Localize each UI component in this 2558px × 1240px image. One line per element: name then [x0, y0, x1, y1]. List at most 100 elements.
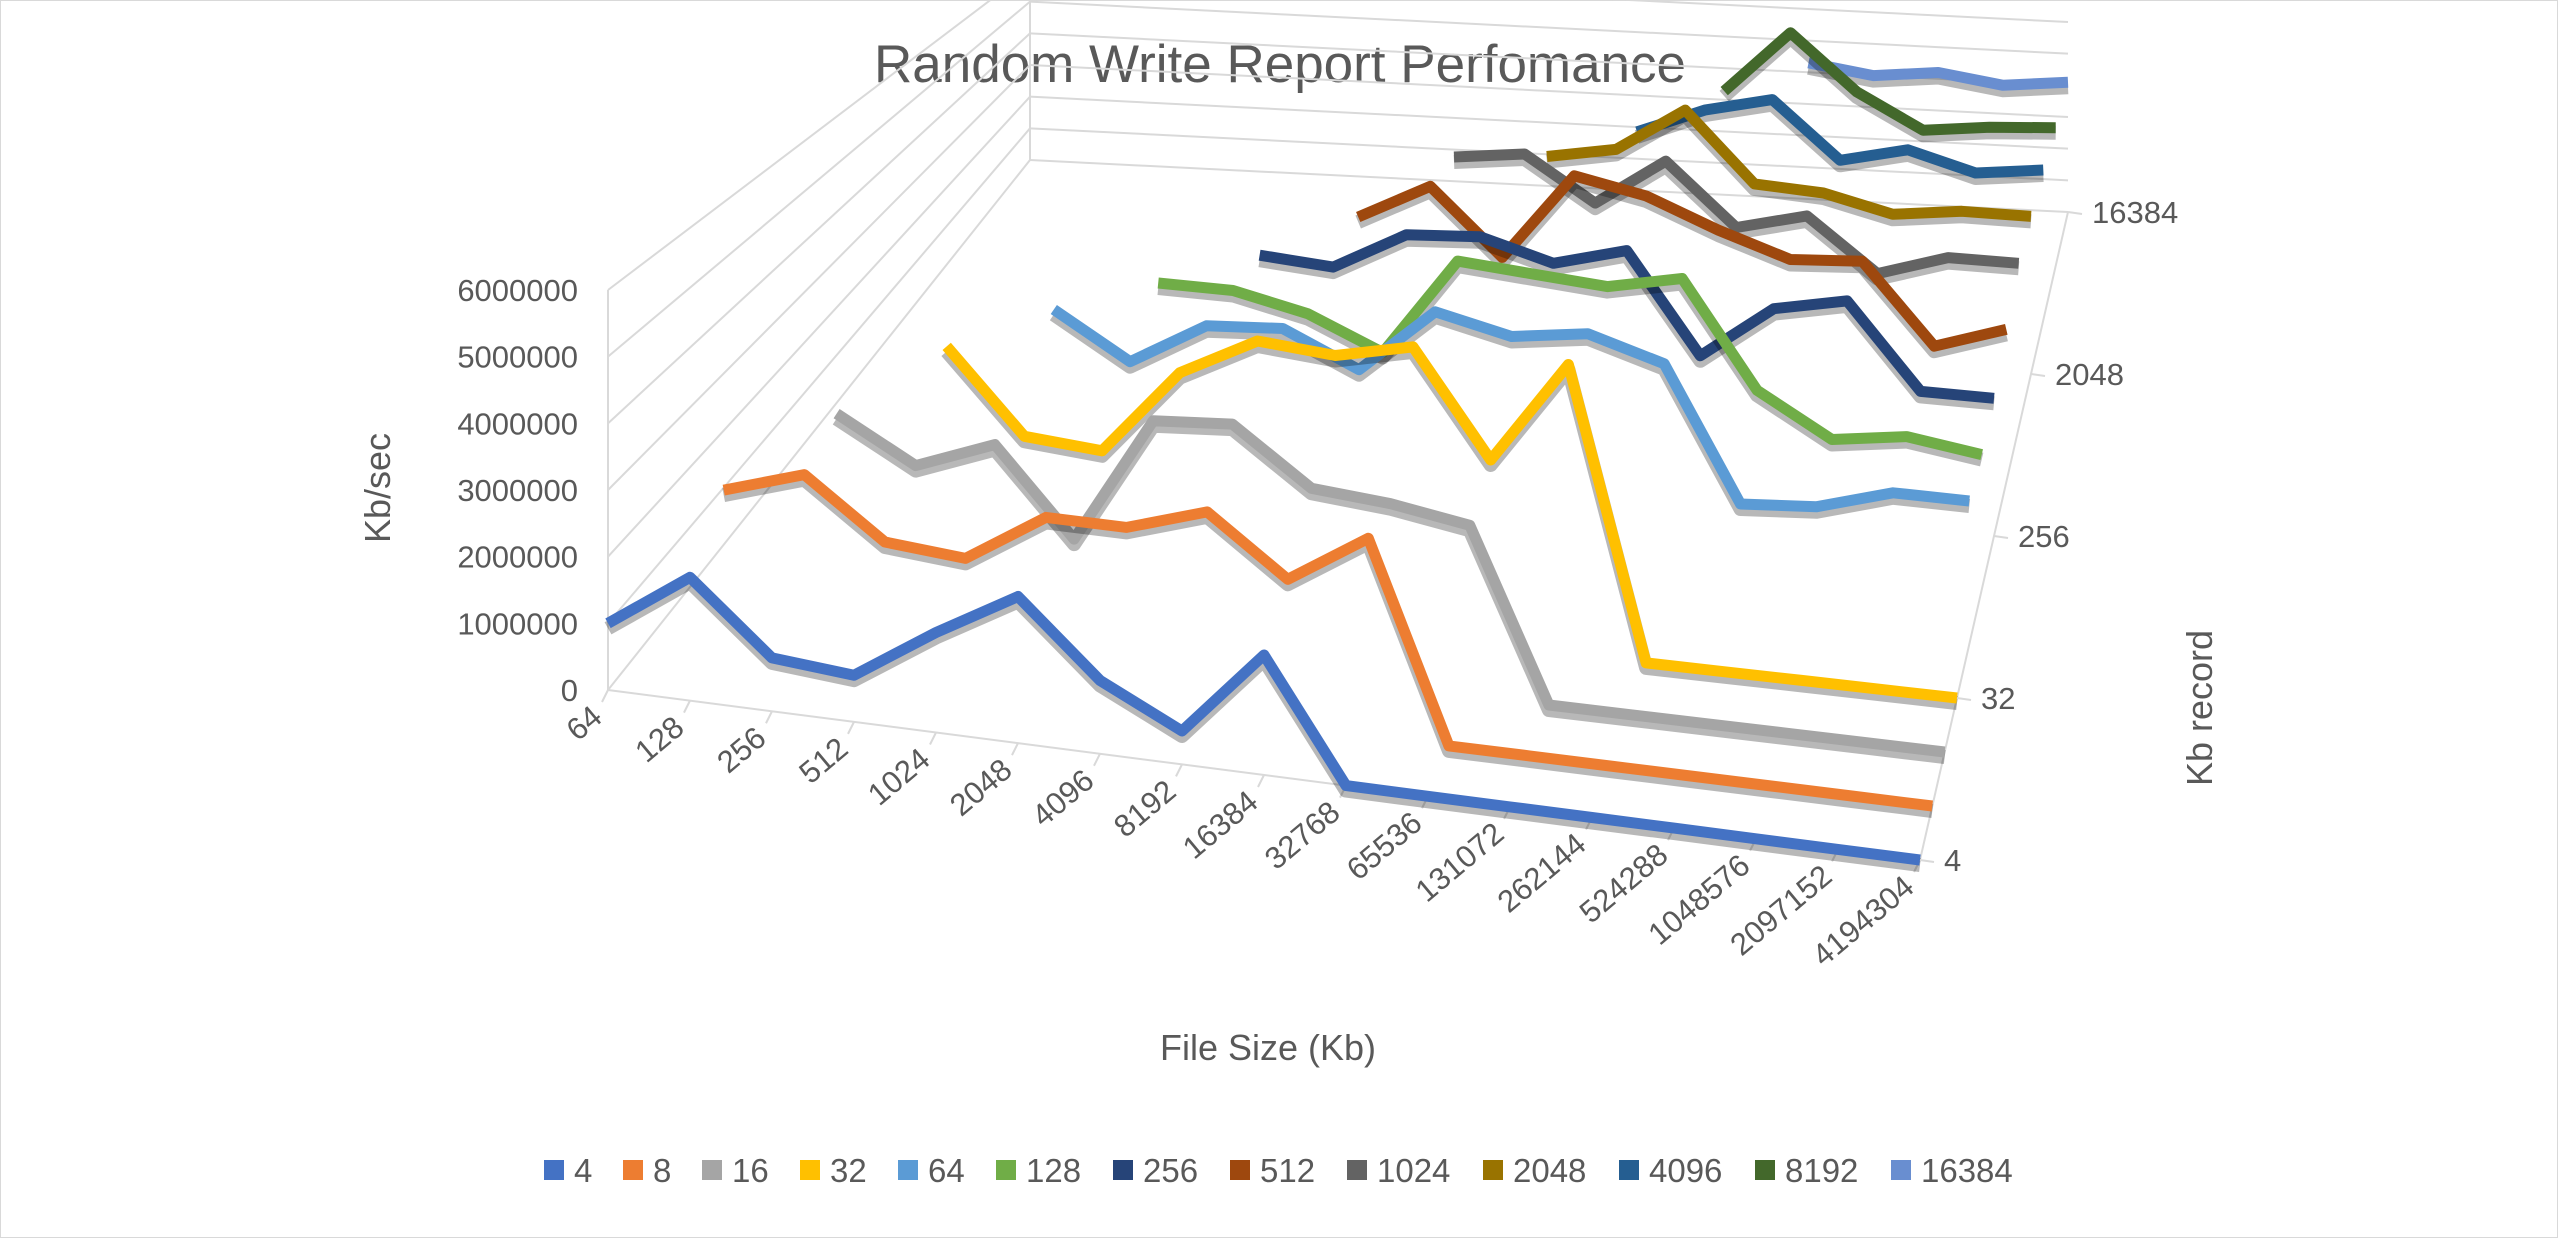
legend-label: 4 [574, 1152, 592, 1189]
series-4096 [1634, 94, 2044, 185]
legend-label: 1024 [1377, 1152, 1450, 1189]
series-line [1157, 255, 1983, 460]
legend-label: 2048 [1513, 1152, 1586, 1189]
x-tick-label: 16384 [1176, 784, 1265, 866]
series-line [722, 469, 1933, 812]
gridline-back [1029, 159, 2069, 213]
x-tick-mark [1175, 763, 1183, 777]
legend-item-512: 512 [1230, 1152, 1315, 1189]
z-tick-mark [1956, 697, 1972, 701]
series-64 [1049, 304, 1971, 519]
legend-item-64: 64 [898, 1152, 965, 1189]
gridline-back [1029, 0, 2069, 55]
legend-swatch [1347, 1160, 1367, 1180]
z-tick-label: 4 [1944, 843, 1961, 878]
x-tick-mark [1093, 753, 1101, 767]
legend-item-2048: 2048 [1483, 1152, 1586, 1189]
y-axis-ticks: 0 1000000 2000000 3000000 4000000 5000000 6000… [457, 273, 578, 708]
series-line [1635, 94, 2044, 179]
series-4 [604, 571, 1921, 872]
z-tick-label: 32 [1981, 681, 2015, 716]
y-tick-label: 5000000 [457, 340, 578, 375]
x-tick-label: 65536 [1340, 805, 1429, 887]
legend-swatch [1619, 1160, 1639, 1180]
x-axis-title: File Size (Kb) [1160, 1027, 1376, 1068]
z-tick-mark [1919, 859, 1935, 863]
legend-swatch [1755, 1160, 1775, 1180]
z-axis-ticks: 4 32 256 2048 16384 [1919, 195, 2178, 878]
legend-swatch [544, 1160, 564, 1180]
series-line [833, 409, 1946, 758]
x-tick-label: 4096 [1025, 762, 1100, 833]
y-tick-label: 6000000 [457, 273, 578, 308]
series-line [942, 335, 1958, 704]
legend-item-8192: 8192 [1755, 1152, 1858, 1189]
y-axis-title: Kb/sec [357, 433, 398, 543]
series-8 [722, 469, 1934, 818]
gridline-side [607, 159, 1031, 691]
series-32 [941, 335, 1958, 710]
legend-item-8: 8 [623, 1152, 671, 1189]
series-line [1258, 229, 1995, 404]
legend-item-128: 128 [996, 1152, 1081, 1189]
legend: 4 8 16 32 64 128 256 512 1024 2048 4096 8192 16384 [544, 1152, 2013, 1189]
series-8192 [1719, 27, 2056, 143]
series-16384 [1807, 57, 2069, 98]
legend-item-4096: 4096 [1619, 1152, 1722, 1189]
series-line [1356, 170, 2008, 352]
series-line-shadow [1049, 308, 1971, 519]
series-line [605, 571, 1921, 866]
y-tick-label: 2000000 [457, 540, 578, 575]
y-tick-label: 3000000 [457, 473, 578, 508]
series-16 [832, 409, 1946, 764]
legend-swatch [1891, 1160, 1911, 1180]
x-tick-mark [765, 710, 773, 724]
legend-swatch [996, 1160, 1016, 1180]
x-tick-mark [1257, 774, 1265, 788]
series-layer [604, 27, 2069, 872]
z-tick-mark [2067, 211, 2083, 215]
legend-swatch [1113, 1160, 1133, 1180]
gridline-side [607, 127, 1031, 624]
legend-swatch [702, 1160, 722, 1180]
legend-item-4: 4 [544, 1152, 592, 1189]
z-axis-title: Kb record [2179, 630, 2220, 786]
legend-label: 16384 [1921, 1152, 2013, 1189]
y-tick-label: 1000000 [457, 606, 578, 641]
x-tick-label: 128 [628, 709, 690, 769]
legend-item-16: 16 [702, 1152, 769, 1189]
legend-item-16384: 16384 [1891, 1152, 2013, 1189]
x-tick-mark [1011, 742, 1019, 756]
legend-label: 32 [830, 1152, 867, 1189]
x-tick-mark [683, 700, 691, 714]
gridline-side [607, 0, 993, 291]
gridline-back [1029, 95, 2069, 150]
legend-swatch [800, 1160, 820, 1180]
legend-item-1024: 1024 [1347, 1152, 1450, 1189]
legend-label: 16 [732, 1152, 769, 1189]
x-tick-mark [601, 689, 609, 703]
gridline-side [607, 95, 1031, 558]
series-2048 [1546, 104, 2032, 229]
z-tick-mark [1993, 535, 2009, 539]
gridlines [607, 0, 2069, 691]
gridline-side [607, 0, 1031, 358]
series-line [1720, 27, 2056, 136]
legend-label: 128 [1026, 1152, 1081, 1189]
z-tick-label: 16384 [2092, 195, 2178, 230]
legend-label: 256 [1143, 1152, 1198, 1189]
gridline-side [607, 64, 1031, 491]
z-tick-label: 256 [2018, 519, 2070, 554]
legend-item-32: 32 [800, 1152, 867, 1189]
legend-label: 8 [653, 1152, 671, 1189]
x-tick-mark [929, 732, 937, 745]
legend-label: 512 [1260, 1152, 1315, 1189]
series-line [1807, 57, 2069, 91]
x-tick-label: 1024 [861, 741, 936, 812]
series-line [1050, 304, 1970, 513]
chart-title: Random Write Report Perfomance [874, 35, 1686, 94]
legend-item-256: 256 [1113, 1152, 1198, 1189]
series-line [1453, 148, 2020, 280]
